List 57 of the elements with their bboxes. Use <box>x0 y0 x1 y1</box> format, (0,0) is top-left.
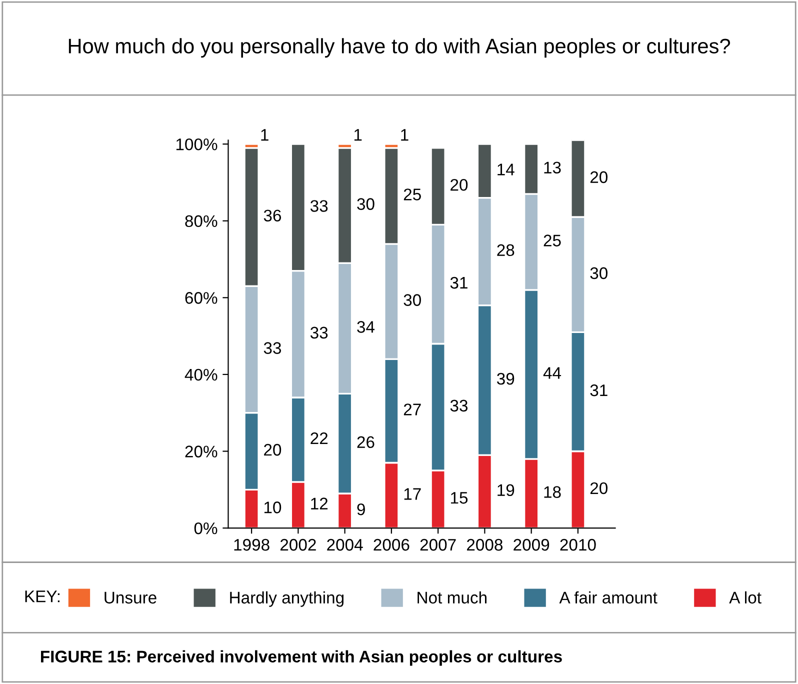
legend-label: A fair amount <box>559 591 658 604</box>
data-label: 25 <box>544 234 561 246</box>
x-tick-label: 2009 <box>514 538 550 551</box>
x-tick-label: 2002 <box>280 538 316 551</box>
data-label: 22 <box>310 432 328 444</box>
data-label: 26 <box>357 436 374 448</box>
data-label: 31 <box>590 384 608 396</box>
y-tick-label: 20% <box>185 446 218 458</box>
data-label: 34 <box>357 321 375 333</box>
data-label: 20 <box>590 482 608 494</box>
y-tick-label: 60% <box>185 292 218 304</box>
x-tick-label: 2008 <box>466 538 503 551</box>
data-label: 33 <box>264 342 282 354</box>
data-label: 15 <box>450 492 468 504</box>
data-label: 20 <box>264 444 282 456</box>
data-label: 33 <box>450 400 468 412</box>
data-label: 31 <box>450 276 468 289</box>
legend-label: Unsure <box>104 592 156 604</box>
x-tick-label: 2010 <box>560 538 596 551</box>
chart-title: How much do you personally have to do with Asian peoples or cultures? <box>68 38 730 58</box>
data-label: 28 <box>497 244 514 256</box>
data-label: 27 <box>404 404 421 416</box>
data-label: 17 <box>404 488 421 500</box>
data-label: 30 <box>357 198 374 210</box>
data-label: 10 <box>264 502 282 514</box>
data-label: 39 <box>496 372 514 385</box>
data-label: 20 <box>450 178 468 191</box>
data-label: 30 <box>590 267 608 280</box>
data-label: 36 <box>264 210 282 222</box>
data-label: 25 <box>404 188 421 200</box>
data-label: 9 <box>357 503 365 516</box>
data-label: 1 <box>354 129 362 141</box>
data-label: 33 <box>310 326 328 339</box>
data-label: 1 <box>401 129 408 141</box>
data-label: 13 <box>544 162 561 174</box>
y-tick-label: 40% <box>184 368 218 381</box>
caption: FIGURE 15: Perceived involvement with Asian peoples or cultures <box>41 650 562 666</box>
data-label: 20 <box>590 171 608 184</box>
y-tick-label: 0% <box>194 522 218 534</box>
data-label: 12 <box>311 498 328 510</box>
data-label: 44 <box>543 367 562 379</box>
y-tick-label: 80% <box>185 215 218 228</box>
data-label: 19 <box>498 484 514 496</box>
x-tick-label: 2007 <box>420 538 456 551</box>
data-label: 14 <box>498 164 514 176</box>
legend-label: Not much <box>418 591 486 604</box>
x-tick-label: 2004 <box>327 538 363 551</box>
data-label: 30 <box>404 294 421 306</box>
data-label: 18 <box>544 486 561 498</box>
x-tick-label: 1998 <box>234 538 270 551</box>
legend-label: Hardly anything <box>230 591 344 607</box>
y-tick-label: 100% <box>176 138 218 150</box>
x-tick-label: 2006 <box>374 538 410 551</box>
legend-label: A lot <box>729 591 762 604</box>
data-label: 1 <box>261 129 268 141</box>
legend-title: KEY: <box>25 590 60 602</box>
data-label: 33 <box>310 200 328 212</box>
